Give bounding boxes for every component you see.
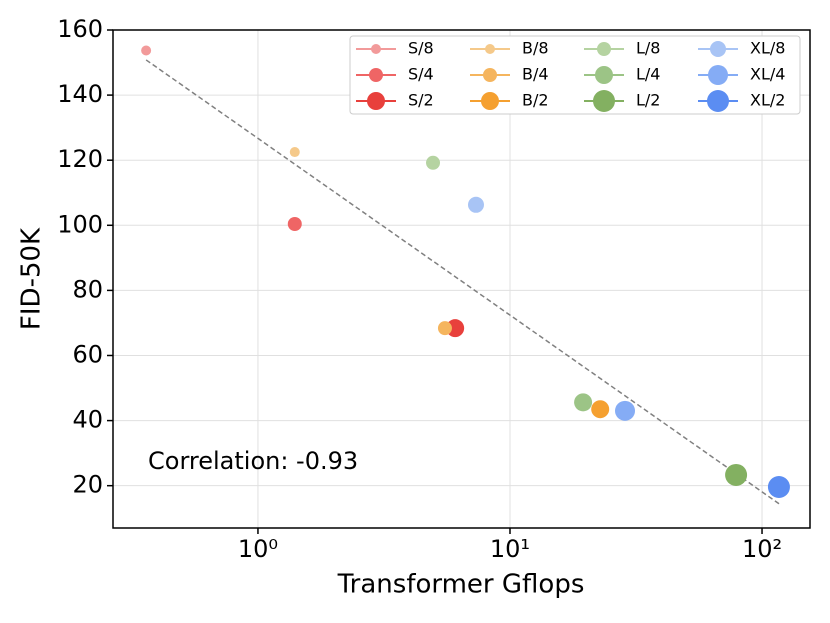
legend-label: L/2	[636, 91, 660, 110]
x-tick-label: 10¹	[490, 535, 530, 563]
legend-label: B/2	[522, 91, 549, 110]
point	[591, 400, 610, 419]
trend-line	[145, 59, 781, 506]
legend-marker	[593, 90, 615, 112]
x-tick-label: 10⁰	[238, 535, 278, 563]
legend-label: XL/4	[750, 65, 785, 84]
point	[426, 155, 441, 170]
legend-marker	[485, 44, 495, 54]
y-tick-label: 40	[72, 406, 103, 434]
legend-marker	[483, 68, 497, 82]
y-tick-label: 20	[72, 471, 103, 499]
point	[725, 463, 748, 486]
legend-marker	[708, 65, 728, 85]
point	[574, 393, 593, 412]
legend-marker	[707, 90, 729, 112]
legend-label: S/8	[408, 39, 434, 58]
y-tick-label: 100	[57, 210, 103, 238]
y-tick-label: 140	[57, 80, 103, 108]
legend-marker	[597, 42, 611, 56]
x-tick-label: 10²	[742, 535, 782, 563]
point	[287, 216, 302, 231]
y-tick-label: 160	[57, 15, 103, 43]
legend-label: XL/2	[750, 91, 785, 110]
point	[437, 321, 452, 336]
y-tick-label: 60	[72, 340, 103, 368]
legend-marker	[710, 41, 726, 57]
point	[767, 475, 790, 498]
legend-marker	[367, 92, 385, 110]
point	[615, 400, 636, 421]
y-tick-label: 80	[72, 275, 103, 303]
legend-box	[349, 35, 801, 115]
point	[467, 196, 484, 213]
y-axis-label: FID-50K	[17, 227, 47, 330]
y-tick-label: 120	[57, 145, 103, 173]
legend-marker	[481, 92, 499, 110]
plot-frame	[112, 29, 811, 529]
legend-label: L/4	[636, 65, 660, 84]
legend-label: L/8	[636, 39, 660, 58]
x-axis-label: Transformer Gflops	[337, 570, 585, 600]
legend-marker	[371, 44, 381, 54]
annotation: Correlation: -0.93	[148, 447, 358, 475]
legend-label: B/4	[522, 65, 549, 84]
legend-label: XL/8	[750, 39, 785, 58]
point	[446, 319, 465, 338]
legend-label: S/4	[408, 65, 434, 84]
point	[141, 45, 152, 56]
legend-label: B/8	[522, 39, 549, 58]
legend-marker	[369, 68, 383, 82]
legend-label: S/2	[408, 91, 434, 110]
point	[289, 147, 300, 158]
legend-marker	[595, 66, 613, 84]
